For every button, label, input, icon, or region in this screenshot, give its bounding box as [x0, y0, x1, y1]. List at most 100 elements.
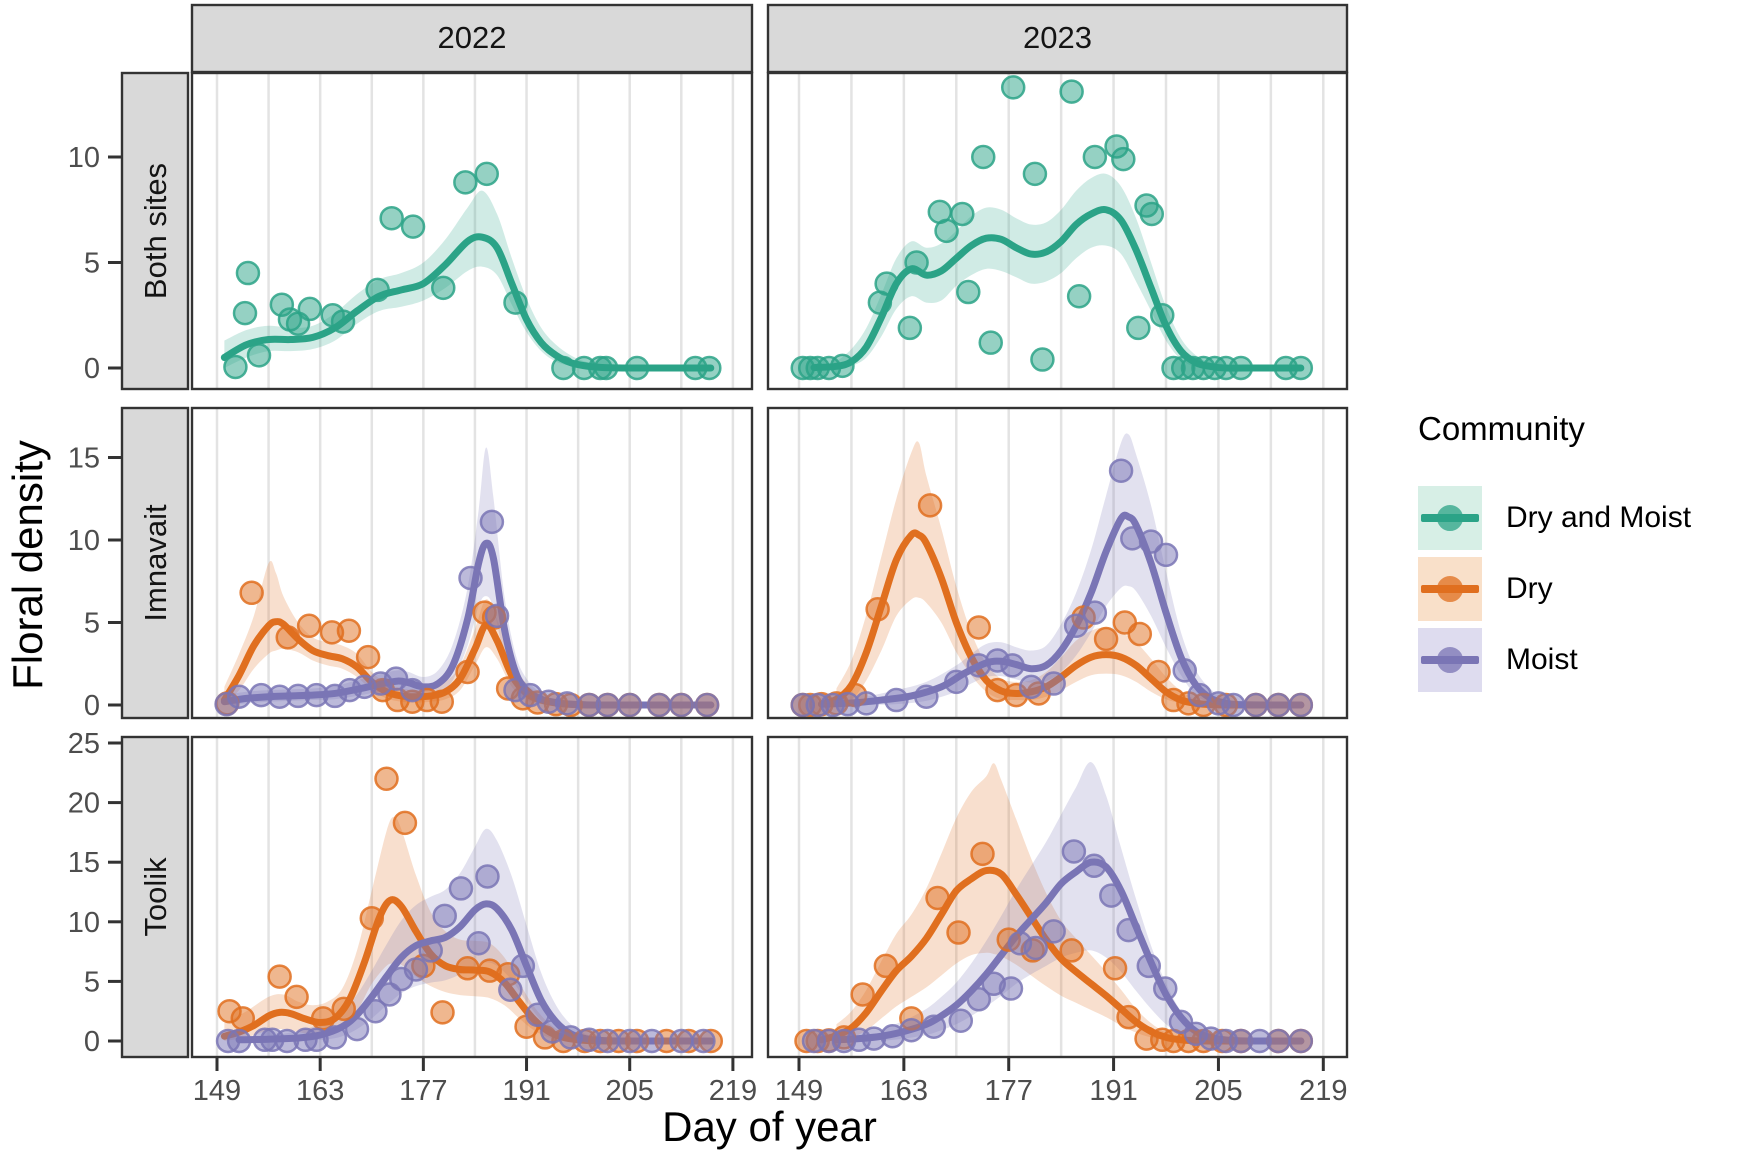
data-point-moist: [418, 938, 443, 963]
data-point-dry: [1102, 956, 1128, 981]
legend-key-dry-icon: [1418, 557, 1482, 621]
x-axis-tick-label: 191: [1089, 1075, 1137, 1107]
data-point-moist: [639, 1028, 665, 1054]
data-point-dry: [455, 956, 480, 981]
data-point-dry-and-moist: [593, 355, 619, 381]
data-point-moist: [344, 1016, 370, 1042]
confidence-ribbon-dry: [836, 763, 1301, 1042]
data-point-moist: [1041, 919, 1066, 944]
data-point-moist: [899, 1018, 924, 1043]
facet-row-strip-imnavait: Imnavait: [120, 406, 190, 720]
data-point-dry: [925, 885, 950, 911]
panel-border: [190, 71, 754, 391]
y-axis-tick-label: 10: [68, 907, 100, 939]
data-point-dry-and-moist: [1082, 144, 1108, 170]
y-axis-tick-label: 20: [68, 788, 100, 820]
data-point-dry: [336, 618, 362, 643]
y-axis-tick-label: 15: [68, 847, 100, 879]
data-point-moist: [510, 953, 536, 979]
data-point-moist: [617, 1028, 642, 1054]
data-point-dry-and-moist: [1111, 146, 1136, 172]
x-axis-title: Day of year: [662, 1103, 877, 1150]
panel-border: [766, 735, 1349, 1059]
confidence-ribbon-dry: [836, 441, 1301, 706]
facet-row-strip-both-sites: Both sites: [120, 71, 190, 391]
data-point-moist: [921, 1014, 947, 1039]
data-point-dry-and-moist: [297, 296, 323, 322]
data-point-dry: [850, 982, 875, 1007]
data-point-dry-and-moist: [1288, 355, 1314, 381]
data-point-moist: [1063, 613, 1089, 639]
data-point-moist: [691, 1028, 716, 1054]
data-point-dry: [1059, 938, 1084, 963]
panel-border: [190, 406, 754, 720]
data-point-dry: [392, 810, 418, 836]
legend-label: Moist: [1506, 643, 1578, 676]
data-point-dry-and-moist: [1126, 315, 1151, 341]
data-point-dry-and-moist: [956, 279, 981, 305]
data-point-moist: [479, 509, 505, 535]
data-point-moist: [226, 684, 252, 709]
data-point-moist: [617, 692, 642, 718]
data-point-dry-and-moist: [697, 355, 722, 381]
data-point-moist: [694, 692, 720, 718]
data-point-moist: [475, 864, 500, 889]
panel-both-sites-2023: [768, 73, 1347, 389]
data-point-moist: [1221, 692, 1246, 718]
data-point-dry: [966, 615, 992, 640]
data-point-moist: [1172, 658, 1197, 683]
x-axis-tick-label: 219: [1299, 1075, 1347, 1107]
panel-imnavait-2023: [768, 408, 1347, 718]
data-point-moist: [914, 684, 939, 709]
y-axis-tick-label: 5: [84, 966, 100, 998]
data-point-dry-and-moist: [1139, 201, 1165, 227]
x-axis-tick-label: 177: [399, 1075, 447, 1107]
data-point-dry-and-moist: [897, 315, 923, 341]
facet-column-strip-2022: 2022: [190, 3, 754, 74]
data-point-dry: [331, 996, 357, 1022]
panel-border: [766, 406, 1349, 720]
data-point-dry-and-moist: [232, 300, 258, 326]
data-point-dry-and-moist: [904, 250, 929, 275]
data-point-moist: [403, 957, 429, 982]
data-point-dry: [296, 613, 322, 639]
y-axis-tick-label: 10: [68, 142, 100, 174]
data-point-dry-and-moist: [1066, 284, 1092, 309]
data-point-dry: [359, 905, 385, 931]
data-point-dry-and-moist: [1022, 161, 1048, 187]
data-point-moist: [1266, 692, 1291, 718]
facet-column-strip-2023: 2023: [766, 3, 1349, 74]
panel-both-sites-2022: [192, 73, 752, 389]
data-point-dry: [275, 625, 301, 650]
data-point-dry-and-moist: [1150, 303, 1175, 328]
data-point-moist: [1108, 458, 1134, 483]
data-point-moist: [498, 977, 523, 1002]
data-point-moist: [1153, 976, 1178, 1001]
x-axis-tick-label: 163: [296, 1075, 344, 1107]
data-point-moist: [944, 669, 969, 695]
data-point-dry: [267, 964, 292, 989]
facet-column-label: 2022: [438, 20, 507, 55]
data-point-moist: [383, 666, 409, 691]
y-axis-tick-label: 25: [68, 728, 100, 760]
panel-toolik-2023: [768, 737, 1347, 1057]
data-point-dry-and-moist: [1000, 75, 1026, 100]
legend: Community Dry and Moist Dry Moist: [1418, 410, 1691, 699]
panel-imnavait-2022: [192, 408, 752, 718]
y-axis-title: Floral density: [4, 440, 51, 690]
facet-row-label: Toolik: [138, 857, 173, 937]
y-axis-tick-label: 5: [84, 608, 100, 640]
data-point-moist: [458, 565, 483, 591]
data-point-dry: [1127, 621, 1153, 647]
data-point-moist: [432, 903, 457, 929]
data-point-moist: [484, 603, 510, 629]
data-point-moist: [363, 998, 388, 1024]
data-point-dry-and-moist: [431, 275, 456, 301]
data-point-dry: [970, 841, 995, 867]
data-point-moist: [1288, 692, 1314, 718]
facet-row-label: Both sites: [138, 163, 173, 299]
x-axis-tick-label: 191: [502, 1075, 550, 1107]
confidence-ribbon-dry: [224, 816, 711, 1042]
data-point-moist: [966, 987, 992, 1012]
data-point-dry: [374, 766, 399, 792]
